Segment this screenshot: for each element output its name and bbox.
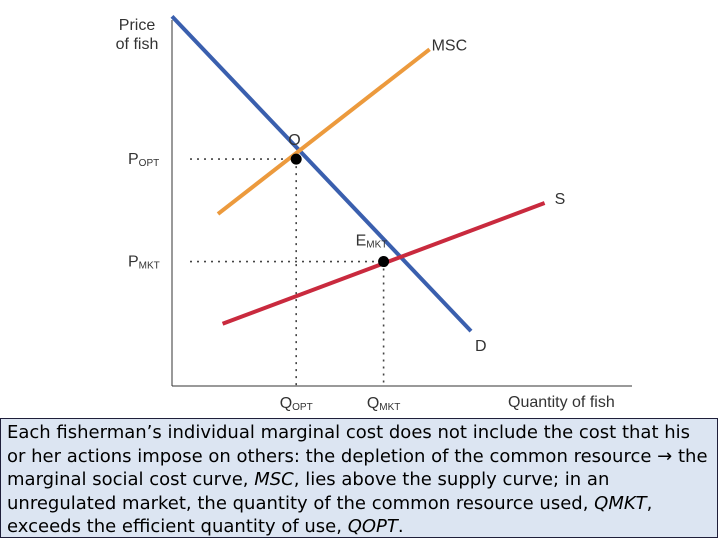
fish-market-chart: Price of fish Quantity of fish POPT QOPT PMKT… — [116, 14, 632, 413]
y-axis-label-line-1: Price — [119, 17, 156, 34]
arrow-icon: → — [657, 445, 673, 467]
point-emkt — [378, 256, 390, 268]
chart-labels: Price of fish Quantity of fish POPT QOPT PMKT… — [116, 17, 615, 413]
annotation-emkt: EMKT — [356, 233, 388, 251]
equilibrium-points — [290, 153, 390, 268]
line-label-d: D — [475, 338, 487, 355]
guide-lines — [190, 158, 385, 386]
caption-text-4: , exceeds the efficient quantity of use, — [7, 492, 653, 538]
point-o — [290, 153, 302, 165]
price-tick-label: POPT — [128, 151, 159, 169]
quantity-tick-label: QMKT — [367, 395, 401, 413]
caption-text-5: . — [397, 516, 404, 537]
caption-text-3: , lies above the supply curve; in an unr… — [7, 469, 610, 514]
caption-qmkt: QMKT — [594, 492, 647, 514]
axes — [171, 20, 632, 387]
annotation-o: O — [288, 132, 300, 149]
quantity-tick-label: QOPT — [280, 395, 313, 413]
caption-text-2: the marginal social cost curve, — [7, 445, 708, 491]
x-axis-label: Quantity of fish — [508, 394, 615, 411]
caption-qopt: QOPT — [347, 516, 398, 537]
line-label-s: S — [555, 191, 566, 208]
series-line-msc — [216, 47, 431, 216]
price-tick-label: PMKT — [128, 254, 160, 272]
caption-text-1: Each fisherman’s individual marginal cos… — [7, 422, 691, 467]
caption-msc: MSC — [254, 469, 294, 490]
y-axis-label-line-2: of fish — [116, 36, 159, 53]
series-lines — [170, 14, 546, 333]
caption: Each fisherman’s individual marginal cos… — [0, 418, 718, 538]
line-label-msc: MSC — [432, 37, 468, 54]
series-line-d — [170, 14, 473, 333]
